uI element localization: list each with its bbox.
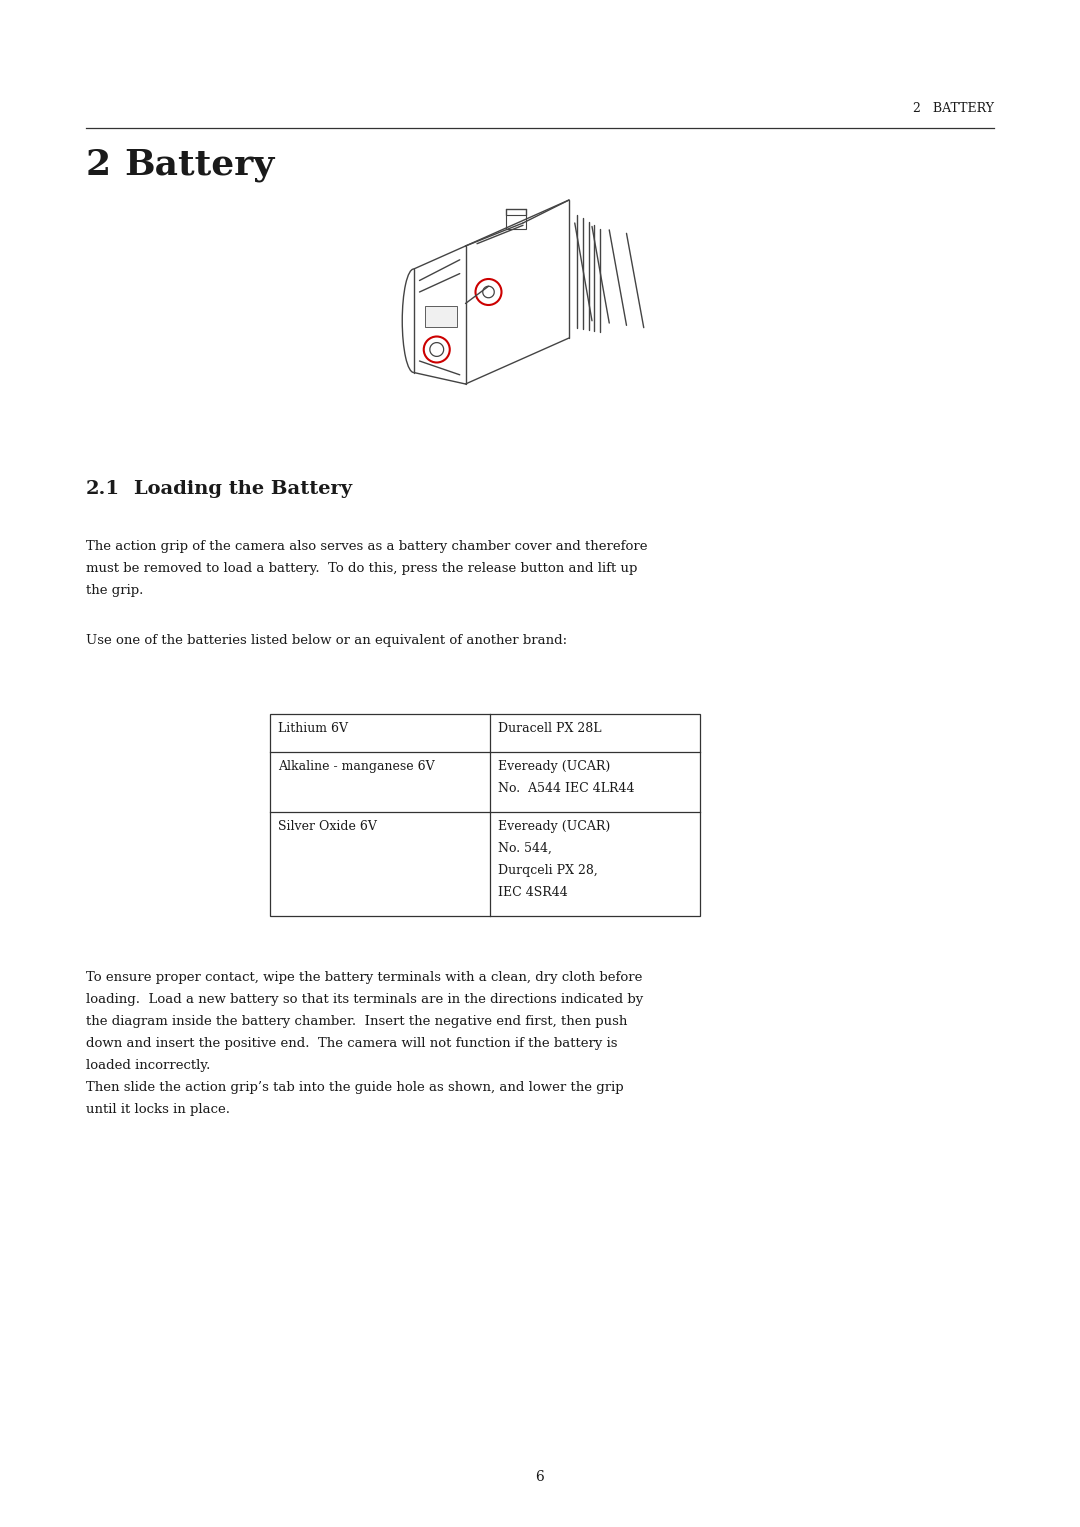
Text: the diagram inside the battery chamber.  Insert the negative end first, then pus: the diagram inside the battery chamber. … <box>86 1015 627 1028</box>
Text: 2   BATTERY: 2 BATTERY <box>913 102 994 115</box>
Text: Loading the Battery: Loading the Battery <box>134 479 352 498</box>
Bar <box>505 215 526 229</box>
Text: IEC 4SR44: IEC 4SR44 <box>498 886 568 899</box>
Text: Silver Oxide 6V: Silver Oxide 6V <box>278 820 377 834</box>
Text: Use one of the batteries listed below or an equivalent of another brand:: Use one of the batteries listed below or… <box>86 634 567 647</box>
Text: the grip.: the grip. <box>86 583 144 597</box>
Text: loaded incorrectly.: loaded incorrectly. <box>86 1060 211 1072</box>
Text: To ensure proper contact, wipe the battery terminals with a clean, dry cloth bef: To ensure proper contact, wipe the batte… <box>86 971 643 983</box>
Text: Lithium 6V: Lithium 6V <box>278 722 348 734</box>
Text: until it locks in place.: until it locks in place. <box>86 1102 230 1116</box>
Text: Battery: Battery <box>124 148 274 182</box>
Text: Alkaline - manganese 6V: Alkaline - manganese 6V <box>278 760 434 773</box>
Bar <box>426 305 458 327</box>
Text: loading.  Load a new battery so that its terminals are in the directions indicat: loading. Load a new battery so that its … <box>86 993 644 1006</box>
Text: No.  A544 IEC 4LR44: No. A544 IEC 4LR44 <box>498 782 635 796</box>
Text: Duracell PX 28L: Duracell PX 28L <box>498 722 602 734</box>
Bar <box>270 715 700 916</box>
Text: 2: 2 <box>86 148 111 182</box>
Text: 6: 6 <box>536 1471 544 1484</box>
Text: Durqceli PX 28,: Durqceli PX 28, <box>498 864 597 876</box>
Text: 2.1: 2.1 <box>86 479 120 498</box>
Text: down and insert the positive end.  The camera will not function if the battery i: down and insert the positive end. The ca… <box>86 1037 618 1051</box>
Text: The action grip of the camera also serves as a battery chamber cover and therefo: The action grip of the camera also serve… <box>86 541 648 553</box>
Text: must be removed to load a battery.  To do this, press the release button and lif: must be removed to load a battery. To do… <box>86 562 637 576</box>
Text: Eveready (UCAR): Eveready (UCAR) <box>498 760 610 773</box>
Text: Then slide the action grip’s tab into the guide hole as shown, and lower the gri: Then slide the action grip’s tab into th… <box>86 1081 623 1093</box>
Text: No. 544,: No. 544, <box>498 841 552 855</box>
Text: Eveready (UCAR): Eveready (UCAR) <box>498 820 610 834</box>
